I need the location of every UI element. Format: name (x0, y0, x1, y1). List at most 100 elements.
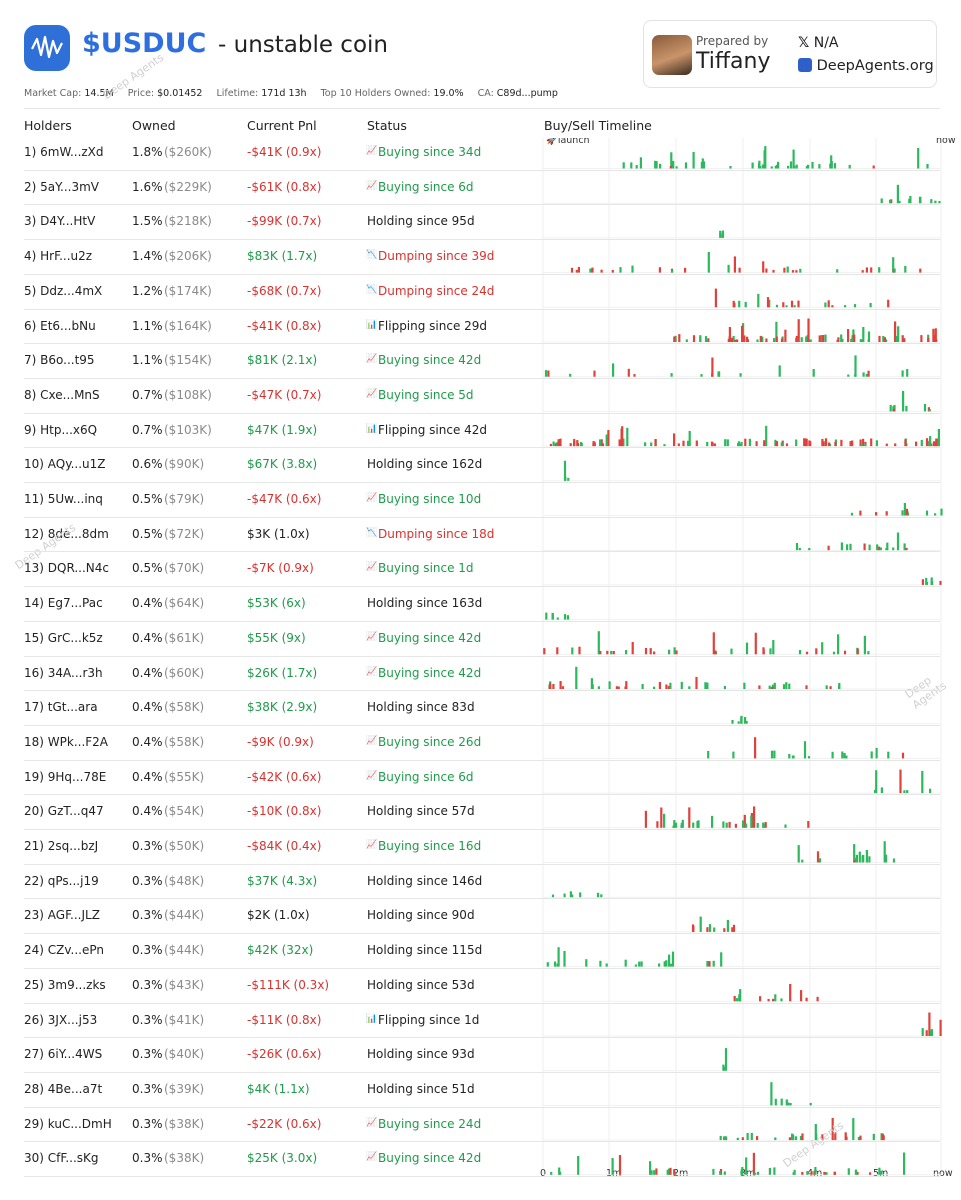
timeline-sell-bar (665, 684, 668, 689)
timeline-buy-bar (756, 823, 759, 828)
deepagents-link[interactable]: DeepAgents.org (798, 58, 934, 74)
row-divider (24, 1141, 940, 1143)
timeline-buy-bar (702, 161, 706, 169)
holder-address[interactable]: 28) 4Be...a7t (24, 1081, 103, 1096)
timeline-buy-bar (738, 994, 741, 1002)
holder-address[interactable]: 12) 8de...8dm (24, 526, 109, 541)
holder-row[interactable]: 24) CZv...ePn 0.3% ($44K) $42K (32x) Holding… (0, 933, 540, 968)
holder-address[interactable]: 21) 2sq...bzJ (24, 839, 99, 853)
holder-address[interactable]: 23) AGF...JLZ (24, 908, 100, 923)
timeline-buy-bar (577, 1155, 580, 1175)
timeline-sell-bar (728, 821, 731, 828)
timeline-sell-bar (915, 441, 918, 447)
timeline-sell-bar (872, 165, 875, 169)
holder-address[interactable]: 14) Eg7...Pac (24, 596, 103, 611)
holder-row[interactable]: 12) 8de...8dm 0.5% ($72K) $3K (1.0x) 📉 Dumpin… (0, 517, 540, 552)
timeline-sell-bar (805, 685, 808, 689)
holder-address[interactable]: 22) qPs...j19 (24, 873, 99, 888)
holder-address[interactable]: 11) 5Uw...inq (24, 492, 103, 506)
holder-address[interactable]: 3) D4Y...HtV (24, 214, 96, 229)
holder-address[interactable]: 1) 6mW...zXd (24, 145, 104, 159)
holder-row[interactable]: 3) D4Y...HtV 1.5% ($218K) -$99K (0.7x) Holdi… (0, 204, 540, 239)
timeline-sell-bar (845, 1136, 848, 1141)
timeline-sell-bar (849, 441, 852, 447)
holder-row[interactable]: 4) HrF...u2z 1.4% ($206K) $83K (1.7x) 📉 Dumpi… (0, 239, 540, 274)
holder-row[interactable]: 13) DQR...N4c 0.5% ($70K) -$7K (0.9x) 📈 Buyin… (0, 551, 540, 586)
holder-address[interactable]: 29) kuC...DmH (24, 1116, 112, 1131)
holder-address[interactable]: 17) tGt...ara (24, 700, 98, 715)
owned-usd: ($218K) (164, 214, 212, 229)
timeline-buy-bar (809, 1102, 812, 1106)
holder-row[interactable]: 10) AQy...u1Z 0.6% ($90K) $67K (3.8x) Holdin… (0, 447, 540, 482)
holder-row[interactable]: 16) 34A...r3h 0.4% ($60K) $26K (1.7x) 📈 Buyin… (0, 656, 540, 691)
col-status: Status (367, 118, 407, 133)
holder-address[interactable]: 7) B6o...t95 (24, 353, 95, 368)
row-divider (24, 169, 940, 171)
holder-row[interactable]: 30) CfF...sKg 0.3% ($38K) $25K (3.0x) 📈 Buyin… (0, 1141, 540, 1176)
owned-percent: 1.1% (132, 318, 163, 333)
holder-address[interactable]: 27) 6iY...4WS (24, 1047, 103, 1062)
holder-address[interactable]: 9) Htp...x6Q (24, 422, 98, 437)
timeline-sell-bar (593, 370, 596, 377)
holder-address[interactable]: 24) CZv...ePn (24, 943, 104, 958)
holder-row[interactable]: 14) Eg7...Pac 0.4% ($64K) $53K (6x) Holding … (0, 586, 540, 621)
holder-status: Flipping since 42d (378, 422, 488, 437)
timeline-sell-bar (552, 684, 555, 689)
holder-row[interactable]: 5) Ddz...4mX 1.2% ($174K) -$68K (0.7x) 📉 Dump… (0, 274, 540, 309)
x-profile-link[interactable]: 𝕏 N/A (798, 35, 839, 51)
holder-address[interactable]: 25) 3m9...zks (24, 977, 106, 992)
holder-address[interactable]: 30) CfF...sKg (24, 1151, 99, 1166)
holder-address[interactable]: 26) 3JX...j53 (24, 1012, 98, 1027)
holder-row[interactable]: 18) WPk...F2A 0.4% ($58K) -$9K (0.9x) 📈 Buyin… (0, 725, 540, 760)
timeline-sell-bar (934, 328, 937, 342)
timeline-buy-bar (795, 543, 799, 551)
holder-row[interactable]: 29) kuC...DmH 0.3% ($38K) -$22K (0.6x) 📈 Buyi… (0, 1107, 540, 1142)
holder-row[interactable]: 7) B6o...t95 1.1% ($154K) $81K (2.1x) 📈 Buyin… (0, 343, 540, 378)
holder-address[interactable]: 16) 34A...r3h (24, 665, 103, 680)
timeline-buy-bar (930, 199, 933, 204)
holder-row[interactable]: 8) Cxe...MnS 0.7% ($108K) -$47K (0.7x) 📈 Buyi… (0, 378, 540, 413)
holder-row[interactable]: 6) Et6...bNu 1.1% ($164K) -$41K (0.8x) 📊 Flip… (0, 309, 540, 344)
holder-address[interactable]: 6) Et6...bNu (24, 318, 96, 333)
holder-row[interactable]: 25) 3m9...zks 0.3% ($43K) -$111K (0.3x) Hold… (0, 968, 540, 1003)
holder-address[interactable]: 18) WPk...F2A (24, 734, 109, 749)
holder-address[interactable]: 13) DQR...N4c (24, 561, 110, 576)
timeline-sell-bar (556, 647, 559, 655)
owned-percent: 0.3% (132, 839, 163, 853)
holder-row[interactable]: 23) AGF...JLZ 0.3% ($44K) $2K (1.0x) Holding… (0, 898, 540, 933)
timeline-buy-bar (780, 1098, 783, 1106)
holder-row[interactable]: 11) 5Uw...inq 0.5% ($79K) -$47K (0.6x) 📈 Buyi… (0, 482, 540, 517)
holder-row[interactable]: 15) GrC...k5z 0.4% ($61K) $55K (9x) 📈 Buying … (0, 621, 540, 656)
holder-row[interactable]: 1) 6mW...zXd 1.8% ($260K) -$41K (0.9x) 📈 Buyi… (0, 135, 540, 170)
holder-address[interactable]: 20) GzT...q47 (24, 804, 104, 819)
holder-address[interactable]: 10) AQy...u1Z (24, 457, 106, 472)
holder-address[interactable]: 5) Ddz...4mX (24, 283, 103, 298)
holder-status: Holding since 95d (367, 214, 475, 229)
timeline-buy-bar (789, 161, 793, 169)
holder-row[interactable]: 28) 4Be...a7t 0.3% ($39K) $4K (1.1x) Holding… (0, 1072, 540, 1107)
timeline-sell-bar (667, 686, 670, 689)
holder-row[interactable]: 21) 2sq...bzJ 0.3% ($50K) -$84K (0.4x) 📈 Buyi… (0, 829, 540, 864)
timeline-buy-bar (711, 815, 714, 828)
timeline-buy-bar (885, 547, 888, 551)
holder-row[interactable]: 2) 5aY...3mV 1.6% ($229K) -$61K (0.8x) 📈 Buyi… (0, 170, 540, 205)
holder-row[interactable]: 17) tGt...ara 0.4% ($58K) $38K (2.9x) Holdin… (0, 690, 540, 725)
holder-row[interactable]: 19) 9Hq...78E 0.4% ($55K) -$42K (0.6x) 📈 Buyi… (0, 760, 540, 795)
timeline-sell-bar (805, 651, 809, 655)
timeline-sell-bar (892, 408, 895, 412)
timeline-sell-bar (754, 632, 757, 655)
holder-row[interactable]: 26) 3JX...j53 0.3% ($41K) -$11K (0.8x) 📊 Flip… (0, 1003, 540, 1038)
holder-row[interactable]: 20) GzT...q47 0.4% ($54K) -$10K (0.8x) Holdi… (0, 794, 540, 829)
timeline-sell-bar (789, 984, 792, 1002)
holder-address[interactable]: 4) HrF...u2z (24, 249, 93, 264)
timeline-buy-bar (757, 1171, 760, 1175)
holder-address[interactable]: 15) GrC...k5z (24, 630, 103, 645)
timeline-buy-bar (824, 302, 827, 308)
holder-row[interactable]: 22) qPs...j19 0.3% ($48K) $37K (4.3x) Holdin… (0, 864, 540, 899)
holder-row[interactable]: 27) 6iY...4WS 0.3% ($40K) -$26K (0.6x) Holdi… (0, 1037, 540, 1072)
holder-address[interactable]: 2) 5aY...3mV (24, 179, 99, 194)
owned-percent: 1.5% (132, 214, 163, 229)
holder-address[interactable]: 19) 9Hq...78E (24, 769, 107, 784)
holder-row[interactable]: 9) Htp...x6Q 0.7% ($103K) $47K (1.9x) 📊 Flipp… (0, 413, 540, 448)
holder-address[interactable]: 8) Cxe...MnS (24, 387, 100, 402)
